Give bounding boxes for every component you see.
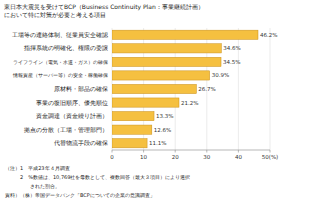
data-label: 21.2% <box>181 100 198 106</box>
bar <box>112 112 154 121</box>
data-label: 46.2% <box>260 32 277 38</box>
bar <box>112 139 147 148</box>
tick-label: 20 <box>172 154 179 160</box>
title-line: において特に対策が必要と考える項目 <box>4 11 106 18</box>
notes: （注）1 平成23年４月調査 2 %数値は、10,769社を母数として、複数回答… <box>5 165 190 198</box>
bars <box>112 30 258 148</box>
annotation: （注）1 平成23年４月調査 <box>5 165 70 171</box>
data-label: 11.1% <box>149 140 166 146</box>
category-label: 原材料・部品の確保 <box>54 85 108 92</box>
data-label: 30.9% <box>212 72 229 78</box>
data-label: 34.6% <box>223 45 240 51</box>
data-label: 13.3% <box>156 113 173 119</box>
data-label: 12.6% <box>154 127 171 133</box>
axis-line <box>112 150 270 151</box>
bar <box>112 98 179 107</box>
tick-mark <box>112 150 113 153</box>
bar <box>112 44 221 53</box>
title-line: 東日本大震災を受けてBCP（Business Continuity Plan：事… <box>4 3 204 11</box>
chart: 東日本大震災を受けてBCP（Business Continuity Plan：事… <box>0 0 309 206</box>
tick-label: 50(%) <box>262 154 279 160</box>
title: 東日本大震災を受けてBCP（Business Continuity Plan：事… <box>4 3 204 18</box>
category-label: 事業の復旧順序、優先順位 <box>36 99 108 106</box>
bar <box>112 71 210 80</box>
category-label: 資金調達（資金繰り計画） <box>36 112 108 120</box>
tick-mark <box>206 150 207 153</box>
x-axis: 0 10 20 30 40 50(%) <box>110 150 278 160</box>
bar <box>112 57 221 66</box>
data-label: 26.7% <box>198 86 215 92</box>
tick-mark <box>238 150 239 153</box>
annotation: 2 %数値は、10,769社を母数として、複数回答（最大３項目）により選択 <box>5 174 190 180</box>
grid <box>112 28 270 150</box>
category-label: 情報資産（サーバー等）の安全・稼働確保 <box>12 72 108 78</box>
category-label: ライフライン（電気・水道・ガス）の確保 <box>13 59 108 65</box>
bar <box>112 30 258 39</box>
annotation: 資料）（株）帝国データバンク「BCPについての企業の意識調査」 <box>5 192 155 198</box>
bar <box>112 125 152 134</box>
category-label: 拠点の分散（工場・管理部門） <box>24 126 108 134</box>
labels: 46.2% 工場等の連絡体制、従業員安全確認 34.6% 指揮系統の明確化、権限の委譲… <box>12 31 277 146</box>
annotation: された割合。 <box>5 183 60 189</box>
bar <box>112 84 196 93</box>
tick-label: 40 <box>235 154 242 160</box>
tick-label: 30 <box>203 154 210 160</box>
tick-label: 10 <box>140 154 147 160</box>
data-label: 34.5% <box>223 59 240 65</box>
tick-label: 0 <box>110 154 114 160</box>
tick-mark <box>270 150 271 153</box>
tick-mark <box>143 150 144 153</box>
category-label: 指揮系統の明確化、権限の委譲 <box>23 44 108 51</box>
category-label: 代替物流手段の確保 <box>53 139 108 146</box>
grid-line <box>270 28 271 150</box>
category-label: 工場等の連絡体制、従業員安全確認 <box>12 31 108 38</box>
tick-mark <box>175 150 176 153</box>
